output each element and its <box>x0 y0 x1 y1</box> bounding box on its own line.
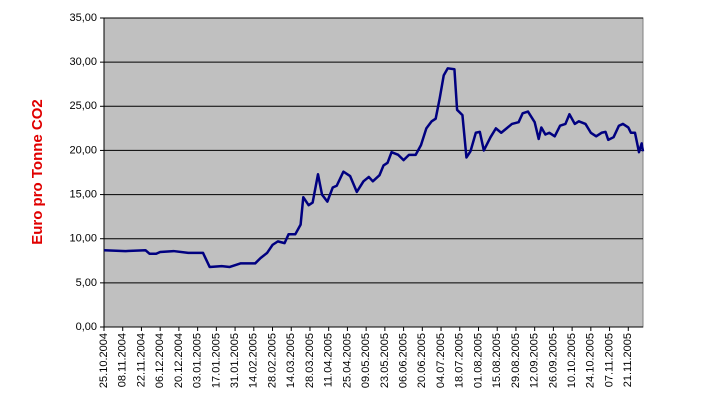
x-tick-label: 28.03.2005 <box>304 333 316 388</box>
x-tick-label: 04.07.2005 <box>435 333 447 388</box>
x-tick-label: 22.11.2004 <box>135 333 147 387</box>
x-tick-label: 11.04.2005 <box>323 333 335 387</box>
x-tick-label: 07.11.2005 <box>603 333 615 387</box>
plot-area <box>103 17 644 328</box>
x-tick-label: 31.01.2005 <box>229 333 241 388</box>
x-tick-label: 10.10.2005 <box>566 333 578 388</box>
x-tick-label: 15.08.2005 <box>491 333 503 388</box>
x-tick-label: 20.12.2004 <box>173 333 185 388</box>
x-tick-label: 25.10.2004 <box>98 333 110 388</box>
price-line <box>103 67 645 269</box>
x-tick-label: 29.08.2005 <box>510 333 522 388</box>
x-tick-label: 14.03.2005 <box>285 333 297 388</box>
x-tick-label: 01.08.2005 <box>472 333 484 388</box>
x-tick-label: 18.07.2005 <box>454 333 466 388</box>
x-tick-label: 03.01.2005 <box>192 333 204 388</box>
x-tick-label: 21.11.2005 <box>622 333 634 387</box>
y-tick-label: 25,00 <box>69 100 97 112</box>
y-tick-label: 15,00 <box>69 188 97 200</box>
x-tick-label: 09.05.2005 <box>360 333 372 388</box>
y-tick-label: 10,00 <box>69 233 97 245</box>
x-tick-label: 17.01.2005 <box>210 333 222 388</box>
x-tick-label: 25.04.2005 <box>341 333 353 388</box>
x-tick-label: 06.12.2004 <box>154 333 166 388</box>
x-tick-label: 20.06.2005 <box>416 333 428 388</box>
y-tick-label: 20,00 <box>69 144 97 156</box>
x-tick-label: 12.09.2005 <box>529 333 541 388</box>
x-tick-label: 06.06.2005 <box>397 333 409 388</box>
y-axis-title: Euro pro Tonne CO2 <box>29 99 46 245</box>
x-tick-label: 08.11.2004 <box>117 333 129 387</box>
y-tick-label: 5,00 <box>76 277 97 289</box>
x-tick-label: 26.09.2005 <box>547 333 559 388</box>
y-tick-label: 0,00 <box>76 321 97 333</box>
x-tick-label: 24.10.2005 <box>585 333 597 388</box>
x-tick-label: 23.05.2005 <box>379 333 391 388</box>
x-tick-label: 14.02.2005 <box>248 333 260 388</box>
x-tick-label: 28.02.2005 <box>266 333 278 388</box>
y-tick-label: 35,00 <box>69 12 97 24</box>
y-tick-label: 30,00 <box>69 56 97 68</box>
